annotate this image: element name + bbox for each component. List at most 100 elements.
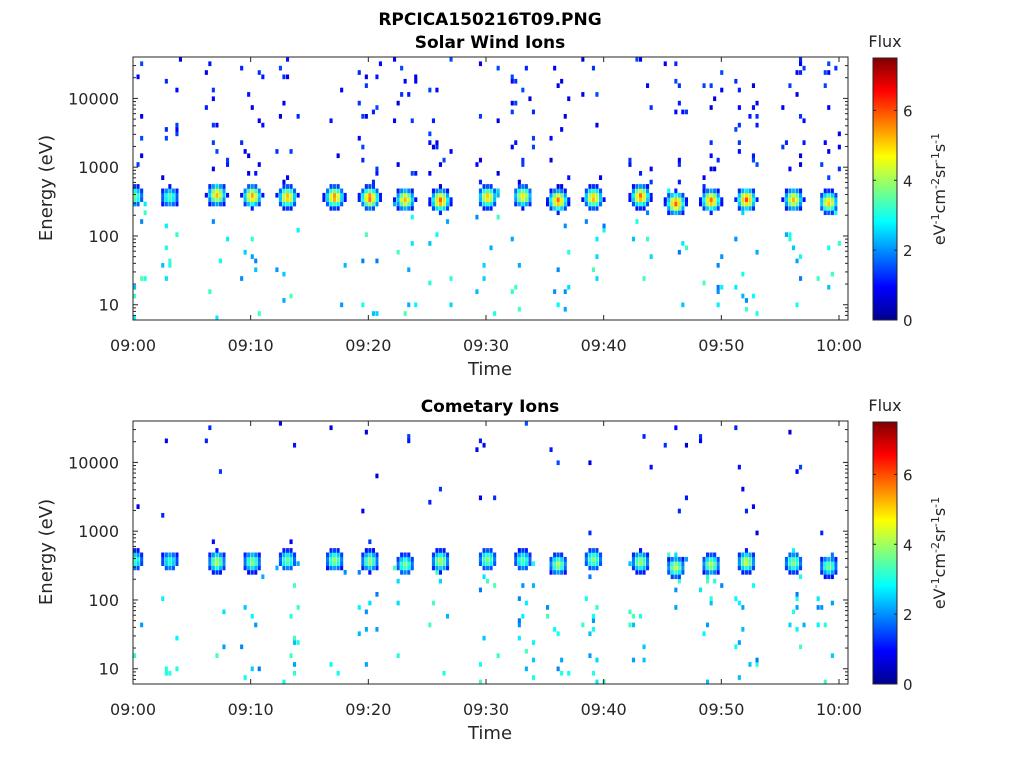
spectrogram-pixel	[827, 561, 831, 566]
spectrogram-pixel	[744, 188, 748, 194]
spectrogram-pixel	[431, 206, 435, 211]
spectrogram-pixel	[816, 605, 820, 610]
spectrogram-pixel	[254, 556, 258, 562]
spectrogram-pixel	[204, 192, 208, 198]
spectrogram-pixel	[667, 565, 671, 571]
spectrogram-pixel	[802, 622, 806, 628]
spectrogram-pixel	[489, 188, 493, 194]
spectrogram-pixel	[204, 70, 208, 75]
spectrogram-pixel	[475, 289, 479, 294]
spectrogram-pixel	[371, 552, 375, 558]
spectrogram-pixel	[250, 105, 254, 110]
spectrogram-pixel	[591, 197, 595, 202]
spectrogram-pixel	[642, 565, 646, 571]
spectrogram-pixel	[486, 192, 490, 198]
spectrogram-pixel	[639, 613, 643, 619]
spectrogram-pixel	[489, 245, 493, 251]
spectrogram-pixel	[588, 188, 592, 194]
spectrogram-pixel	[639, 552, 643, 558]
spectrogram-pixel	[403, 197, 407, 202]
y-tick-label: 10000	[68, 453, 119, 472]
spectrogram-pixel	[681, 210, 685, 216]
spectrogram-pixel	[164, 552, 168, 558]
spectrogram-pixel	[428, 87, 432, 93]
spectrogram-pixel	[553, 627, 557, 632]
spectrogram-pixel	[837, 144, 841, 150]
spectrogram-pixel	[827, 206, 831, 211]
spectrogram-pixel	[521, 157, 525, 163]
spectrogram-pixel	[584, 556, 588, 562]
spectrogram-pixel	[741, 561, 745, 566]
spectrogram-pixel	[254, 561, 258, 566]
spectrogram-pixel	[795, 70, 799, 75]
spectrogram-pixel	[164, 135, 168, 141]
spectrogram-pixel	[646, 184, 650, 189]
spectrogram-pixel	[734, 284, 738, 290]
spectrogram-pixel	[133, 197, 137, 202]
spectrogram-pixel	[549, 192, 553, 198]
spectrogram-pixel	[567, 201, 571, 207]
spectrogram-pixel	[684, 245, 688, 251]
spectrogram-pixel	[531, 583, 535, 588]
spectrogram-pixel	[820, 605, 824, 610]
spectrogram-pixel	[553, 188, 557, 194]
spectrogram-pixel	[396, 565, 400, 571]
spectrogram-pixel	[591, 548, 595, 553]
spectrogram-pixel	[282, 561, 286, 566]
spectrogram-pixel	[218, 552, 222, 558]
spectrogram-pixel	[340, 302, 344, 308]
spectrogram-pixel	[517, 556, 521, 562]
spectrogram-pixel	[591, 565, 595, 571]
spectrogram-pixel	[340, 197, 344, 202]
spectrogram-pixel	[674, 78, 678, 84]
spectrogram-pixel	[677, 574, 681, 580]
spectrogram-pixel	[136, 561, 140, 566]
spectrogram-pixel	[524, 421, 528, 426]
spectrogram-pixel	[642, 552, 646, 558]
spectrogram-pixel	[791, 556, 795, 562]
spectrogram-pixel	[709, 210, 713, 216]
spectrogram-pixel	[709, 561, 713, 566]
spectrogram-pixel	[435, 548, 439, 553]
spectrogram-pixel	[741, 188, 745, 194]
spectrogram-pixel	[713, 188, 717, 194]
spectrogram-pixel	[521, 197, 525, 202]
spectrogram-pixel	[709, 166, 713, 172]
spectrogram-pixel	[635, 565, 639, 571]
spectrogram-pixel	[361, 552, 365, 558]
spectrogram-pixel	[642, 434, 646, 439]
spectrogram-pixel	[361, 302, 365, 308]
spectrogram-pixel	[556, 188, 560, 194]
spectrogram-pixel	[781, 197, 785, 202]
spectrogram-pixel	[438, 188, 442, 194]
spectrogram-pixel	[799, 192, 803, 198]
spectrogram-pixel	[442, 552, 446, 558]
colorbar-title: Flux	[868, 32, 901, 51]
spectrogram-pixel	[286, 201, 290, 207]
spectrogram-pixel	[823, 197, 827, 202]
spectrogram-pixel	[378, 61, 382, 67]
spectrogram-pixel	[837, 166, 841, 172]
spectrogram-pixel	[357, 197, 361, 202]
spectrogram-pixel	[702, 556, 706, 562]
spectrogram-pixel	[591, 618, 595, 623]
spectrogram-pixel	[396, 206, 400, 211]
spectrogram-pixel	[748, 565, 752, 571]
spectrogram-pixel	[218, 258, 222, 264]
spectrogram-pixel	[393, 197, 397, 202]
spectrogram-pixel	[546, 201, 550, 207]
spectrogram-pixel	[410, 565, 414, 571]
spectrogram-pixel	[791, 206, 795, 211]
spectrogram-pixel	[410, 561, 414, 566]
spectrogram-pixel	[510, 74, 514, 80]
spectrogram-pixel	[706, 561, 710, 566]
spectrogram-pixel	[438, 556, 442, 562]
spectrogram-pixel	[827, 284, 831, 290]
spectrogram-pixel	[748, 561, 752, 566]
spectrogram-pixel	[784, 192, 788, 198]
spectrogram-pixel	[286, 74, 290, 80]
spectrogram-pixel	[799, 70, 803, 75]
spectrogram-pixel	[171, 197, 175, 202]
spectrogram-pixel	[489, 192, 493, 198]
spectrogram-pixel	[168, 556, 172, 562]
